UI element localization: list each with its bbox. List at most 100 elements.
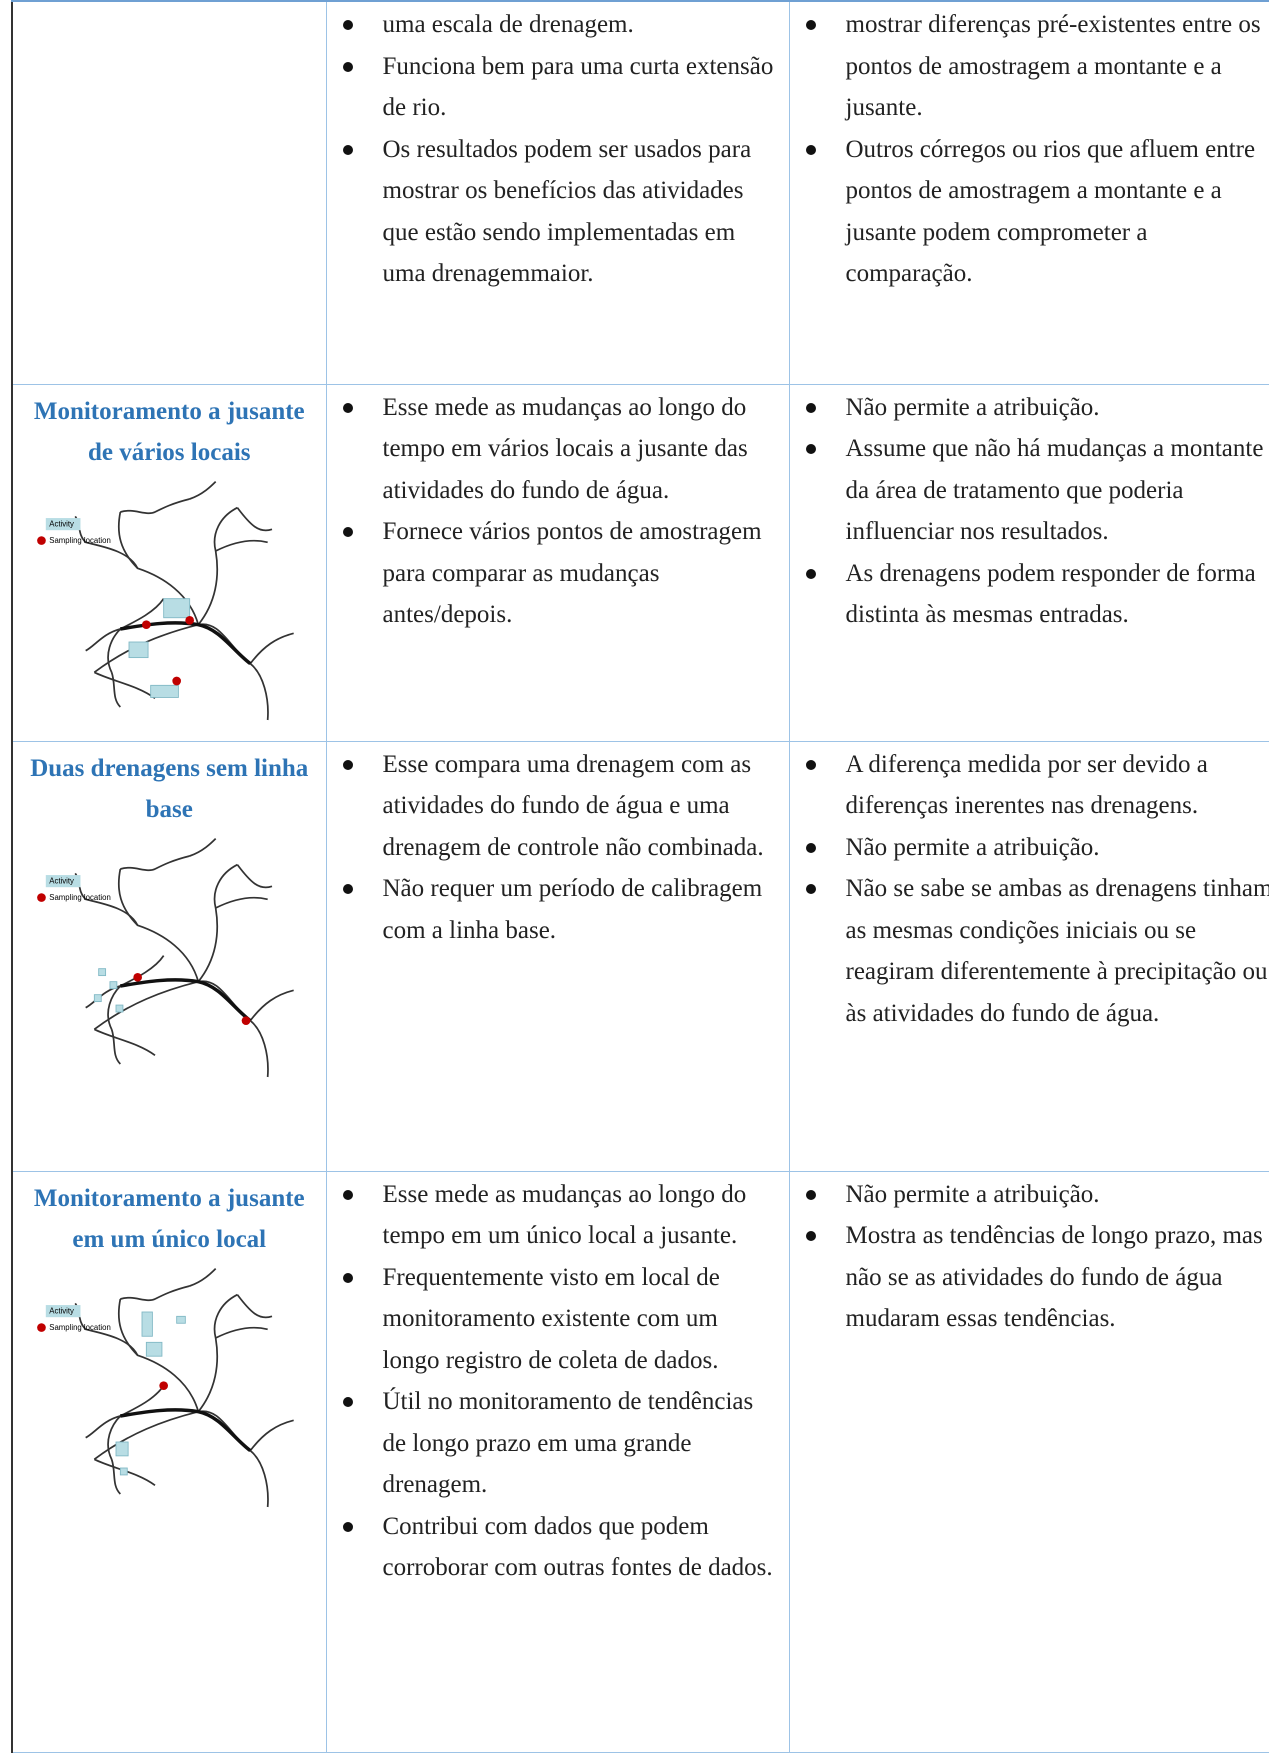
bullet-item: Os resultados podem ser usados para most…: [383, 129, 781, 295]
river: [250, 1420, 293, 1450]
bullet-item: A diferença medida por ser devido a dife…: [846, 744, 1269, 827]
bullet-item: Útil no monitoramento de tendências de l…: [383, 1381, 781, 1506]
river: [94, 981, 268, 1077]
bullet-item: As drenagens podem responder de forma di…: [846, 553, 1269, 636]
legend-sampling: Sampling location: [49, 893, 111, 902]
advantages-list: Esse mede as mudanças ao longo do tempo …: [327, 385, 789, 636]
bullet-item: uma escala de drenagem.: [383, 4, 781, 46]
bullet-item: Assume que não há mudanças a montante da…: [846, 428, 1269, 553]
table-row: Duas drenagens sem linha base Activity Sam…: [12, 741, 1269, 1171]
river: [190, 838, 216, 855]
method-label: Monitoramento a jusante de vários locais: [13, 385, 326, 473]
river: [216, 897, 268, 907]
legend-activity: Activity: [49, 1306, 74, 1315]
activity-area: [120, 1468, 127, 1475]
river: [86, 986, 121, 1008]
river: [108, 955, 164, 1029]
river: [250, 633, 293, 663]
bullet-item: Esse mede as mudanças ao longo do tempo …: [383, 387, 781, 512]
bullet-item: Esse mede as mudanças ao longo do tempo …: [383, 1174, 781, 1257]
river: [190, 1268, 216, 1285]
activity-area: [116, 1442, 128, 1456]
disadvantages-cell: Não permite a atribuição.Assume que não …: [789, 384, 1269, 741]
legend-activity: Activity: [49, 519, 74, 528]
bullet-item: Mostra as tendências de longo prazo, mas…: [846, 1215, 1269, 1340]
method-cell: Duas drenagens sem linha base Activity Sam…: [12, 741, 326, 1171]
river: [198, 1294, 237, 1411]
methods-table: uma escala de drenagem.Funciona bem para…: [11, 0, 1269, 1753]
sampling-point: [142, 620, 151, 629]
advantages-list: Esse compara uma drenagem com as ativida…: [327, 742, 789, 952]
sampling-point: [242, 1016, 251, 1025]
method-label: Monitoramento a jusante em um único loca…: [13, 1172, 326, 1260]
method-cell: [12, 1, 326, 384]
activity-area: [177, 1316, 186, 1323]
activity-area: [94, 994, 101, 1001]
method-label: Duas drenagens sem linha base: [13, 742, 326, 830]
river: [120, 1286, 189, 1300]
river: [198, 864, 237, 981]
activity-area: [129, 642, 148, 658]
river: [198, 507, 237, 624]
table-row: Monitoramento a jusante de vários locais…: [12, 384, 1269, 741]
river: [112, 1459, 121, 1494]
river: [237, 1294, 272, 1317]
advantages-cell: Esse mede as mudanças ao longo do tempo …: [326, 384, 789, 741]
activity-area: [164, 598, 190, 617]
legend-sampling: Sampling location: [49, 536, 111, 545]
activity-area: [110, 981, 117, 988]
bullet-item: Fornece vários pontos de amostragem para…: [383, 511, 781, 636]
table-body: uma escala de drenagem.Funciona bem para…: [12, 1, 1269, 1752]
river: [94, 624, 268, 720]
method-cell: Monitoramento a jusante de vários locais…: [12, 384, 326, 741]
table-row: Monitoramento a jusante em um único loca…: [12, 1171, 1269, 1752]
river: [216, 540, 268, 550]
bullet-item: Não requer um período de calibragem com …: [383, 868, 781, 951]
river: [86, 629, 121, 651]
river: [86, 1416, 121, 1438]
bullet-item: Não permite a atribuição.: [846, 827, 1269, 869]
river: [94, 1411, 268, 1507]
activity-area: [116, 1005, 123, 1012]
river: [112, 1029, 121, 1064]
sampling-point: [172, 676, 181, 685]
bullet-item: Outros córregos ou rios que afluem entre…: [846, 129, 1269, 295]
river: [108, 598, 164, 672]
bullet-item: Frequentemente visto em local de monitor…: [383, 1257, 781, 1382]
river: [120, 499, 189, 513]
sampling-point: [185, 616, 194, 625]
legend-sampling: Sampling location: [49, 1323, 111, 1332]
bullet-item: mostrar diferenças pré-existentes entre …: [846, 4, 1269, 129]
river: [190, 481, 216, 498]
bullet-item: Não permite a atribuição.: [846, 1174, 1269, 1216]
disadvantages-list: mostrar diferenças pré-existentes entre …: [790, 2, 1269, 295]
river: [112, 672, 121, 707]
river: [250, 990, 293, 1020]
river: [94, 1029, 155, 1055]
advantages-cell: Esse mede as mudanças ao longo do tempo …: [326, 1171, 789, 1752]
advantages-list: uma escala de drenagem.Funciona bem para…: [327, 2, 789, 295]
river: [120, 856, 189, 870]
bullet-item: Funciona bem para uma curta extensão de …: [383, 46, 781, 129]
method-cell: Monitoramento a jusante em um único loca…: [12, 1171, 326, 1752]
table-row: uma escala de drenagem.Funciona bem para…: [12, 1, 1269, 384]
river: [216, 1327, 268, 1337]
legend-activity: Activity: [49, 876, 74, 885]
activity-area: [142, 1312, 152, 1336]
sampling-point: [133, 973, 142, 982]
river-diagram: Activity Sampling location: [13, 830, 323, 1090]
legend-dot: [37, 893, 46, 902]
river: [94, 672, 155, 698]
river-diagram: Activity Sampling location: [13, 1260, 323, 1520]
disadvantages-list: Não permite a atribuição.Assume que não …: [790, 385, 1269, 636]
disadvantages-list: A diferença medida por ser devido a dife…: [790, 742, 1269, 1035]
bullet-item: Não se sabe se ambas as drenagens tinham…: [846, 868, 1269, 1034]
bullet-item: Não permite a atribuição.: [846, 387, 1269, 429]
river: [237, 864, 272, 887]
bullet-item: Esse compara uma drenagem com as ativida…: [383, 744, 781, 869]
disadvantages-cell: mostrar diferenças pré-existentes entre …: [789, 1, 1269, 384]
advantages-cell: Esse compara uma drenagem com as ativida…: [326, 741, 789, 1171]
activity-area: [151, 685, 179, 697]
disadvantages-cell: A diferença medida por ser devido a dife…: [789, 741, 1269, 1171]
